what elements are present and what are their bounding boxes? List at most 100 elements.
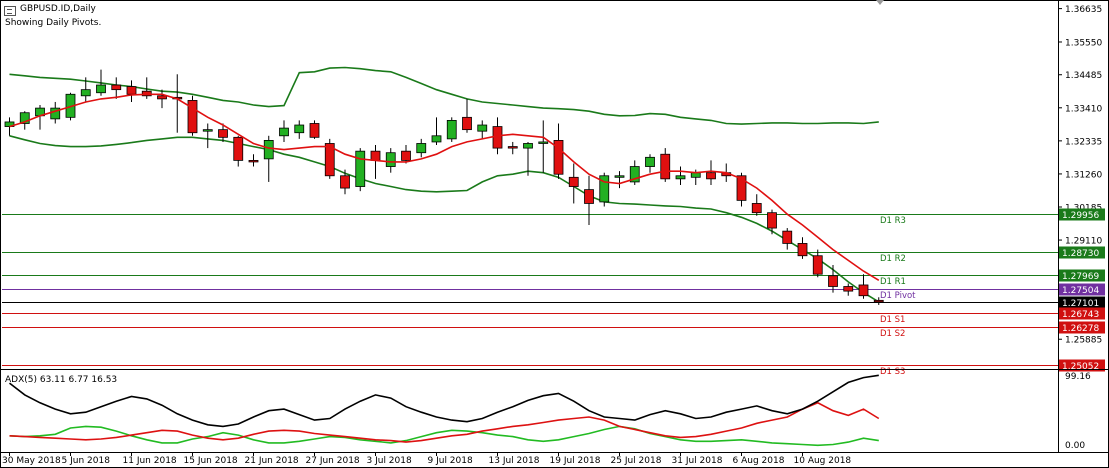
bearish-candle: [553, 140, 564, 175]
pivot-level-label: D1 S2: [880, 329, 905, 339]
bearish-candle: [157, 95, 167, 100]
bullish-candle: [675, 175, 686, 180]
adx-axis-top: 99.16: [1065, 372, 1091, 382]
bearish-candle: [462, 116, 472, 131]
price-tag: [1059, 269, 1105, 282]
bullish-candle: [614, 175, 625, 178]
bullish-candle: [263, 140, 274, 160]
price-tag-label: 1.28730: [1062, 249, 1099, 259]
bullish-candle: [96, 84, 106, 94]
price-tag-label: 1.27101: [1062, 299, 1099, 309]
price-tick-label: 1.34485: [1065, 71, 1102, 81]
bearish-candle: [507, 146, 518, 149]
date-label: 15 Jun 2018: [184, 456, 238, 466]
upper-band-line: [9, 66, 879, 125]
bullish-candle: [416, 143, 427, 154]
bearish-candle: [873, 299, 884, 303]
bearish-candle: [324, 143, 335, 177]
price-tick-label: 1.25885: [1065, 336, 1102, 346]
bearish-candle: [370, 150, 381, 161]
bearish-candle: [736, 175, 747, 201]
price-tag: [1059, 246, 1105, 259]
bullish-candle: [629, 166, 640, 183]
price-tag-label: 1.26278: [1062, 324, 1099, 334]
lower-band-line: [9, 135, 880, 303]
bearish-candle: [782, 230, 793, 244]
pivot-level-label: D1 R1: [880, 277, 906, 287]
bullish-candle: [355, 150, 366, 187]
bearish-candle: [751, 203, 762, 214]
price-tick-label: 1.36635: [1065, 5, 1102, 15]
bullish-candle: [446, 120, 457, 140]
chart-shift-marker: [876, 0, 884, 5]
bearish-candle: [660, 153, 671, 180]
bearish-candle: [812, 255, 823, 275]
date-label: 6 Aug 2018: [733, 456, 785, 466]
price-tag: [1059, 359, 1105, 372]
bearish-candle: [706, 172, 716, 180]
bullish-candle: [80, 89, 91, 97]
price-tag-label: 1.27969: [1062, 272, 1099, 282]
bearish-candle: [340, 175, 350, 189]
bullish-candle: [385, 152, 396, 167]
date-label: 11 Jun 2018: [123, 456, 177, 466]
chart-window-icon: [4, 6, 16, 16]
moving-average-line: [9, 93, 880, 281]
date-label: 3 Jul 2018: [367, 456, 412, 466]
adx-label: ADX(5) 63.11 6.77 16.53: [5, 375, 117, 385]
price-tag: [1059, 321, 1105, 334]
price-tick-label: 1.33410: [1065, 104, 1102, 114]
price-panel: D1 R3 D1 R2 D1 R1 D1 Pivot D1 S1 D1 S2 D1 S3: [2, 66, 1058, 377]
bullish-candle: [202, 129, 213, 132]
bearish-candle: [401, 150, 411, 161]
date-label: 25 Jul 2018: [611, 456, 662, 466]
pivot-level-label: D1 R3: [880, 216, 906, 226]
date-label: 27 Jun 2018: [306, 456, 360, 466]
price-tick-label: 1.31260: [1065, 170, 1102, 180]
bearish-candle: [568, 176, 579, 187]
price-tick-label: 1.35550: [1065, 38, 1102, 48]
pivots-note: Showing Daily Pivots.: [5, 18, 102, 28]
pivot-level-label: D1 Pivot: [880, 291, 916, 301]
bearish-candle: [218, 129, 228, 138]
bullish-candle: [279, 127, 289, 137]
date-label: 19 Jul 2018: [550, 456, 601, 466]
price-tick-label: 1.29110: [1065, 237, 1102, 247]
bullish-candle: [645, 156, 655, 167]
bullish-candle: [431, 135, 442, 143]
adx-main-line: [9, 374, 879, 428]
price-tag: [1059, 208, 1105, 221]
bearish-candle: [233, 136, 244, 161]
price-tag-label: 1.26743: [1062, 310, 1099, 320]
price-tick-label: 1.32335: [1065, 137, 1102, 147]
bearish-candle: [797, 243, 808, 257]
bearish-candle: [858, 284, 869, 297]
price-tag: [1059, 283, 1105, 296]
bearish-candle: [187, 100, 198, 134]
adx-axis-bottom: 0.00: [1065, 441, 1085, 451]
date-label: 9 Jul 2018: [428, 456, 473, 466]
date-label: 30 May 2018: [2, 456, 61, 466]
adx-panel: ADX(5) 63.11 6.77 16.53: [5, 374, 880, 447]
date-label: 31 Jul 2018: [672, 456, 723, 466]
bullish-candle: [294, 124, 305, 134]
bearish-candle: [126, 86, 137, 95]
bearish-candle: [843, 286, 854, 292]
price-tick-label: 1.30185: [1065, 203, 1102, 213]
pivot-level-label: D1 R2: [880, 254, 906, 264]
price-tag-label: 1.25052: [1062, 362, 1099, 372]
date-label: 5 Jun 2018: [62, 456, 111, 466]
bearish-candle: [584, 189, 594, 204]
date-label: 13 Jul 2018: [489, 456, 540, 466]
price-axis: 1.36635 1.35550 1.34485 1.33410 1.32335 1.312…: [1058, 5, 1105, 451]
pivot-level-label: D1 S3: [880, 367, 905, 377]
adx-minus-di-line: [9, 401, 880, 443]
bullish-candle: [19, 112, 30, 124]
date-label: 10 Aug 2018: [794, 456, 852, 466]
bullish-candle: [477, 124, 488, 132]
adx-plus-di-line: [9, 425, 879, 447]
pivot-level-label: D1 S1: [880, 315, 905, 325]
bearish-candle: [111, 84, 122, 91]
